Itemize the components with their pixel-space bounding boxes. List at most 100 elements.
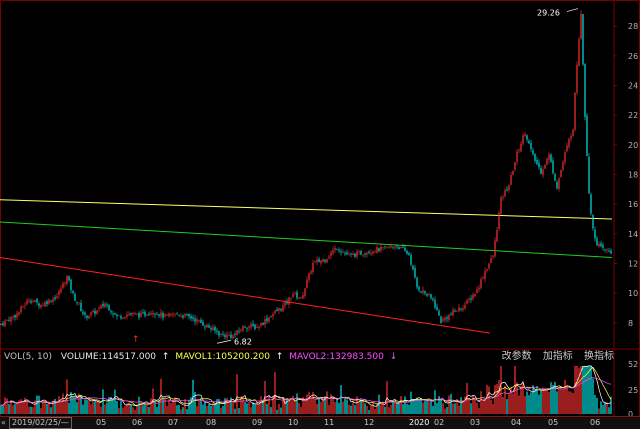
indicator-tools: 改参数 加指标 换指标 xyxy=(494,350,614,364)
volume-bar xyxy=(596,397,598,414)
volume-bar xyxy=(394,402,396,414)
volume-bar xyxy=(208,404,210,414)
volume-bar xyxy=(182,407,184,414)
volume-bar xyxy=(540,389,542,414)
volume-bar xyxy=(128,402,130,414)
volume-bar xyxy=(586,365,588,414)
candle-body xyxy=(104,303,106,308)
volume-bar xyxy=(202,404,204,414)
candle-body xyxy=(114,312,116,315)
candle-body xyxy=(226,334,228,339)
volume-bar xyxy=(460,397,462,414)
volume-bar xyxy=(590,365,592,414)
month-label: 03 xyxy=(470,418,481,427)
candle-body xyxy=(366,252,368,255)
scroll-left-icon[interactable]: « xyxy=(1,418,6,427)
switch-indicator-button[interactable]: 换指标 xyxy=(584,351,614,362)
change-params-button[interactable]: 改参数 xyxy=(501,351,532,362)
volume-bar xyxy=(112,398,114,414)
volume-bar xyxy=(570,391,572,414)
volume-bar xyxy=(528,395,530,414)
candle-body xyxy=(282,305,284,312)
candle-body xyxy=(2,323,4,326)
candle-body xyxy=(160,312,162,317)
volume-bar xyxy=(400,395,402,414)
candle-body xyxy=(378,248,380,252)
volume-bar xyxy=(104,404,106,414)
volume-bar xyxy=(172,399,174,414)
volume-bar xyxy=(608,407,610,414)
volume-tick-label: 0 xyxy=(628,410,633,419)
price-tick-label: 12 xyxy=(628,259,638,268)
volume-value: VOLUME:114517.000 xyxy=(60,352,157,362)
candle-body xyxy=(464,304,466,309)
volume-bar xyxy=(372,401,374,414)
volume-bar xyxy=(156,407,158,414)
volume-bar xyxy=(370,405,372,414)
volume-bar xyxy=(218,398,220,414)
candle-body xyxy=(342,251,344,253)
candle-body xyxy=(568,139,570,147)
candle-body xyxy=(292,293,294,297)
candle-body xyxy=(584,63,586,117)
volume-bar xyxy=(316,403,318,414)
volume-bar xyxy=(384,406,386,414)
volume-bar xyxy=(456,402,458,414)
time-axis-bar: « 2019/02/25/— 05 06 07 08 09 10 11 12 2020 02 03 0… xyxy=(0,416,640,429)
volume-bar xyxy=(520,385,522,414)
volume-bar xyxy=(96,401,98,414)
volume-bar xyxy=(184,398,186,414)
volume-bar xyxy=(532,385,534,414)
candle-body xyxy=(126,314,128,317)
volume-bar xyxy=(294,399,296,414)
volume-axis: 52 25 0 xyxy=(628,360,638,419)
volume-bar xyxy=(30,406,32,414)
volume-bar xyxy=(0,404,2,414)
candle-body xyxy=(432,298,434,301)
candle-body xyxy=(108,305,110,311)
volume-bar xyxy=(310,398,312,414)
volume-bar xyxy=(350,405,352,414)
volume-bar xyxy=(474,398,476,414)
candle-body xyxy=(576,64,578,93)
volume-bar xyxy=(252,402,254,414)
candle-body xyxy=(146,315,148,317)
volume-bar xyxy=(276,409,278,414)
volume-bar xyxy=(324,396,326,414)
volume-bar xyxy=(530,392,532,414)
start-date-box[interactable]: 2019/02/25/— xyxy=(9,417,72,429)
add-indicator-button[interactable]: 加指标 xyxy=(542,351,573,362)
candle-body xyxy=(438,310,440,316)
candle-body xyxy=(156,314,158,315)
volume-bar xyxy=(18,400,20,414)
volume-bar xyxy=(56,401,58,414)
candle-body xyxy=(466,300,468,304)
volume-bar xyxy=(282,396,284,414)
candle-body xyxy=(542,169,544,176)
candle-body xyxy=(450,313,452,315)
candle-body xyxy=(502,197,504,198)
volume-bar xyxy=(94,400,96,414)
volume-bar xyxy=(542,387,544,414)
candle-body xyxy=(188,314,190,317)
vol-indicator-label[interactable]: VOL(5, 10) xyxy=(4,352,53,362)
candle-body xyxy=(350,253,352,255)
volume-bar xyxy=(66,379,68,414)
volume-bar xyxy=(52,400,54,414)
candle-body xyxy=(590,194,592,214)
volume-bar xyxy=(206,406,208,414)
mavol2-value: MAVOL2:132983.500 xyxy=(289,352,384,362)
candle-body xyxy=(332,250,334,254)
volume-bar xyxy=(238,408,240,414)
candle-body xyxy=(134,313,136,315)
candle-body xyxy=(56,296,58,298)
volume-bar xyxy=(230,397,232,414)
candle-body xyxy=(524,134,526,136)
volume-bar xyxy=(344,397,346,414)
volume-bar xyxy=(354,405,356,414)
candle-body xyxy=(328,256,330,259)
candle-body xyxy=(308,272,310,280)
candle-body xyxy=(486,268,488,271)
candle-body xyxy=(252,323,254,326)
